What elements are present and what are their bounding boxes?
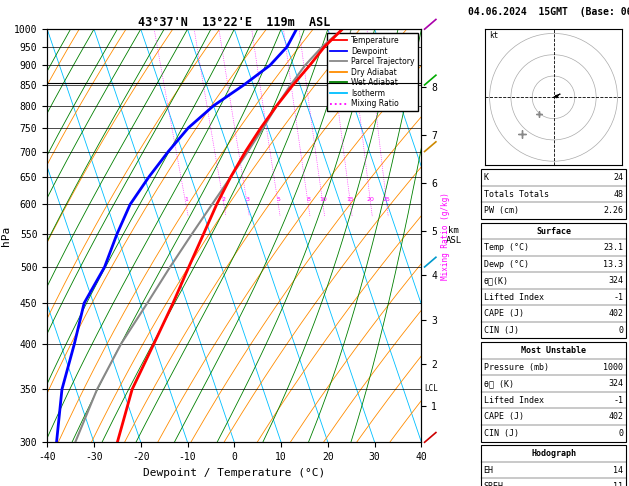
Text: 402: 402 [608,309,623,318]
Text: 10: 10 [319,197,327,202]
Text: Surface: Surface [536,226,571,236]
Y-axis label: km
ASL: km ASL [445,226,462,245]
Text: 25: 25 [383,197,391,202]
Text: θᴇ(K): θᴇ(K) [484,276,509,285]
Text: LCL: LCL [424,384,438,393]
Text: -1: -1 [613,396,623,405]
Text: 1: 1 [184,197,188,202]
Text: 14: 14 [613,466,623,475]
Text: CAPE (J): CAPE (J) [484,309,524,318]
Y-axis label: hPa: hPa [1,226,11,246]
Text: Temp (°C): Temp (°C) [484,243,529,252]
Text: 324: 324 [608,276,623,285]
Text: 2.26: 2.26 [603,206,623,215]
Text: CIN (J): CIN (J) [484,429,519,438]
Text: 11: 11 [613,482,623,486]
Text: θᴇ (K): θᴇ (K) [484,379,514,388]
Text: 2: 2 [222,197,226,202]
Text: 24: 24 [613,173,623,182]
Text: Lifted Index: Lifted Index [484,293,543,302]
Legend: Temperature, Dewpoint, Parcel Trajectory, Dry Adiabat, Wet Adiabat, Isotherm, Mi: Temperature, Dewpoint, Parcel Trajectory… [327,33,418,111]
Text: EH: EH [484,466,494,475]
Text: 1000: 1000 [603,363,623,372]
Text: 8: 8 [306,197,310,202]
Text: Most Unstable: Most Unstable [521,346,586,355]
Text: kt: kt [489,31,499,40]
Text: 0: 0 [618,326,623,335]
X-axis label: Dewpoint / Temperature (°C): Dewpoint / Temperature (°C) [143,468,325,478]
Text: 23.1: 23.1 [603,243,623,252]
Text: Dewp (°C): Dewp (°C) [484,260,529,269]
Text: © weatheronline.co.uk: © weatheronline.co.uk [505,452,602,462]
Text: 15: 15 [347,197,354,202]
Text: 324: 324 [608,379,623,388]
Text: 402: 402 [608,412,623,421]
Text: CAPE (J): CAPE (J) [484,412,524,421]
Text: 0: 0 [618,429,623,438]
Text: 04.06.2024  15GMT  (Base: 06): 04.06.2024 15GMT (Base: 06) [469,7,629,17]
Text: Lifted Index: Lifted Index [484,396,543,405]
Text: 48: 48 [613,190,623,199]
Text: 20: 20 [367,197,375,202]
Text: Pressure (mb): Pressure (mb) [484,363,548,372]
Text: SREH: SREH [484,482,504,486]
Text: Hodograph: Hodograph [531,449,576,458]
Text: K: K [484,173,489,182]
Text: 5: 5 [276,197,280,202]
Text: Mixing Ratio (g/kg): Mixing Ratio (g/kg) [441,192,450,279]
Text: -1: -1 [613,293,623,302]
Text: CIN (J): CIN (J) [484,326,519,335]
Title: 43°37'N  13°22'E  119m  ASL: 43°37'N 13°22'E 119m ASL [138,16,330,29]
Text: 13.3: 13.3 [603,260,623,269]
Text: 3: 3 [245,197,249,202]
Text: Totals Totals: Totals Totals [484,190,548,199]
Text: PW (cm): PW (cm) [484,206,519,215]
